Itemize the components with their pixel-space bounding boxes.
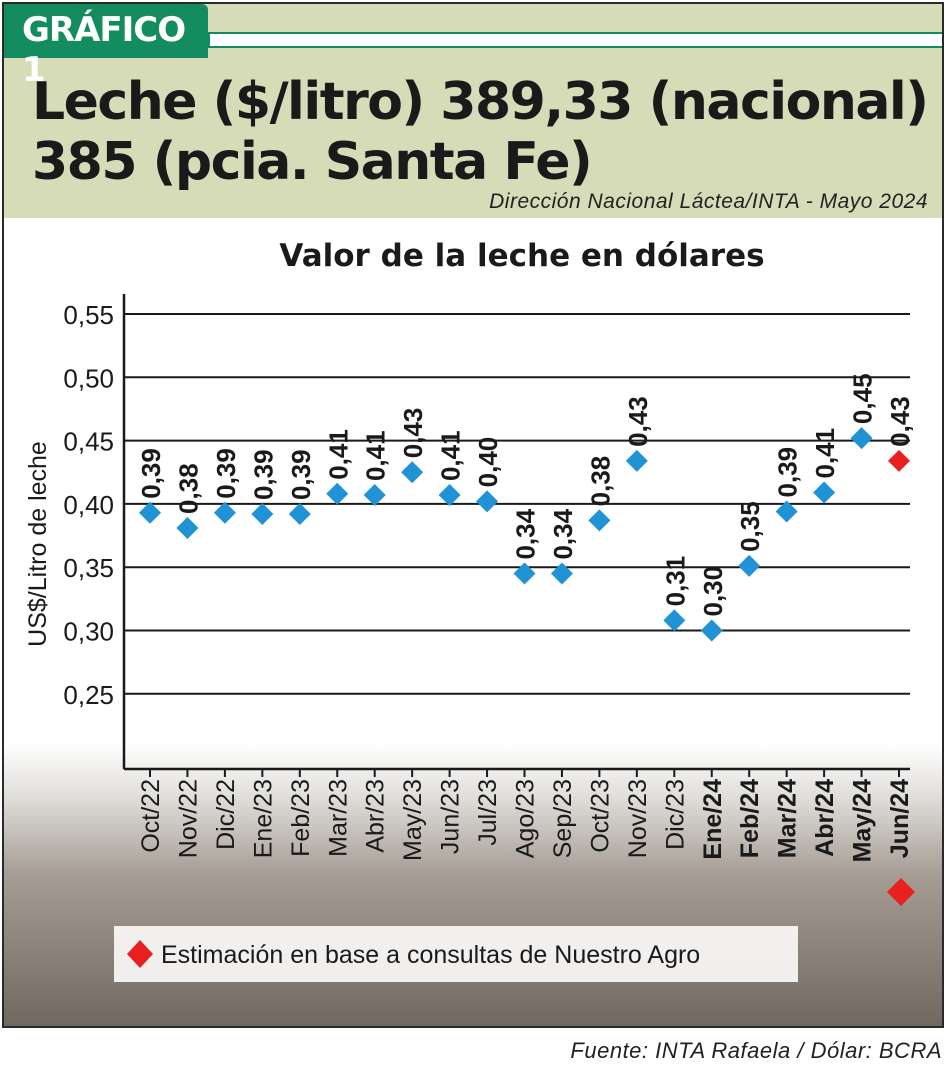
headline-line-1: Leche ($/litro) 389,33 (nacional) (32, 72, 929, 132)
data-label: 0,43 (398, 408, 428, 459)
data-point (850, 427, 873, 450)
x-tick-label: Jun/24 (886, 779, 914, 858)
data-label: 0,45 (848, 373, 878, 424)
data-label: 0,40 (473, 437, 503, 488)
data-point (775, 500, 798, 523)
x-tick-label: Jul/23 (474, 779, 502, 846)
data-point (588, 509, 611, 532)
data-label: 0,41 (361, 430, 391, 481)
header-white-strip (210, 34, 942, 46)
legend-box (114, 926, 798, 982)
x-tick-label: Mar/23 (324, 779, 352, 857)
legend: Estimación en base a consultas de Nuestr… (114, 926, 798, 982)
data-point (251, 503, 274, 526)
x-tick-label: Feb/23 (287, 779, 315, 857)
y-tick-label: 0,55 (63, 300, 114, 330)
grafico-tab: GRÁFICO 1 (4, 4, 208, 90)
data-label: 0,35 (735, 501, 765, 552)
estimate-point (888, 449, 910, 472)
x-tick-label: Abr/23 (362, 779, 390, 853)
data-label: 0,39 (248, 449, 278, 500)
data-label: 0,30 (698, 566, 728, 617)
axis-layer (122, 294, 910, 777)
x-tick-label: Nov/22 (174, 779, 202, 858)
data-label: 0,43 (623, 396, 653, 447)
x-tick-label: Ago/23 (512, 779, 540, 858)
x-tick-label: Jun/23 (437, 779, 465, 854)
x-tick-label: May/24 (849, 779, 877, 862)
data-label: 0,38 (585, 456, 615, 507)
estimate-marker-icon (887, 878, 915, 906)
header-source: Dirección Nacional Láctea/INTA - Mayo 20… (489, 190, 928, 213)
y-axis-title: US$/Litro de leche (24, 441, 52, 647)
data-point (213, 501, 236, 524)
legend-red-diamond-icon (127, 940, 153, 968)
data-point (813, 481, 836, 504)
y-tick-label: 0,30 (63, 617, 114, 647)
x-tick-label: Ene/23 (249, 779, 277, 858)
data-point (363, 484, 386, 507)
x-tick-label: Oct/22 (137, 779, 165, 853)
y-tick-label: 0,50 (63, 363, 114, 393)
data-point (401, 461, 424, 484)
x-tick-labels: Oct/22 Nov/22 Dic/22 Ene/23 Feb/23 Mar/23 Abr/… (137, 779, 914, 862)
data-label: 0,39 (136, 448, 166, 499)
data-label: 0,41 (436, 430, 466, 481)
x-tick-label: Feb/24 (736, 779, 764, 858)
data-points (139, 427, 915, 906)
x-tick-label: Mar/24 (774, 779, 802, 858)
data-point (738, 554, 761, 577)
chart-title: Valor de la leche en dólares (279, 238, 764, 274)
data-point (438, 484, 461, 507)
data-label: 0,39 (773, 447, 803, 498)
legend-label: Estimación en base a consultas de Nuestr… (161, 941, 700, 969)
y-tick-label: 0,40 (63, 490, 114, 520)
x-tick-label: Dic/23 (661, 779, 689, 850)
chart-canvas: Valor de la leche en dólares US$/Litro d… (24, 238, 915, 982)
x-tick-label: Oct/23 (586, 779, 614, 853)
x-tick-label: Abr/24 (811, 779, 839, 857)
data-point (625, 449, 648, 472)
data-point (700, 619, 723, 642)
data-point (513, 562, 536, 585)
data-point (139, 501, 161, 524)
data-label: 0,34 (548, 508, 578, 559)
x-tick-label: Nov/23 (624, 779, 652, 858)
y-tick-labels: 0,25 0,30 0,35 0,40 0,45 0,50 0,55 (63, 300, 114, 710)
data-point (326, 482, 349, 505)
data-label: 0,34 (511, 508, 541, 559)
y-tick-label: 0,25 (63, 680, 114, 710)
data-point (550, 562, 573, 585)
data-point (663, 609, 686, 632)
x-tick-label: Sep/23 (549, 779, 577, 858)
x-tick-label: May/23 (399, 779, 427, 861)
grid-layer (124, 313, 910, 695)
data-label: 0,41 (810, 428, 840, 479)
footer-source: Fuente: INTA Rafaela / Dólar: BCRA (570, 1038, 942, 1063)
y-tick-label: 0,45 (63, 427, 114, 457)
data-point (288, 503, 311, 526)
x-tick-label: Dic/22 (212, 779, 240, 850)
grafico-label: GRÁFICO 1 (22, 10, 186, 90)
data-label: 0,41 (323, 429, 353, 480)
data-label: 0,38 (173, 463, 203, 514)
data-point (476, 490, 499, 513)
data-label: 0,39 (286, 449, 316, 500)
headline-line-2: 385 (pcia. Santa Fe) (32, 132, 593, 192)
data-label: 0,43 (885, 396, 915, 447)
data-label: 0,31 (660, 556, 690, 607)
y-tick-label: 0,35 (63, 553, 114, 583)
data-label: 0,39 (211, 448, 241, 499)
chart-frame: GRÁFICO 1 Leche ($/litro) 389,33 (nacion… (2, 2, 944, 1028)
data-labels: 0,39 0,38 0,39 0,39 0,39 0,41 0,41 0,43 0,41 0,40… (136, 373, 915, 616)
data-point (176, 516, 199, 539)
x-tick-label: Ene/24 (699, 779, 727, 860)
